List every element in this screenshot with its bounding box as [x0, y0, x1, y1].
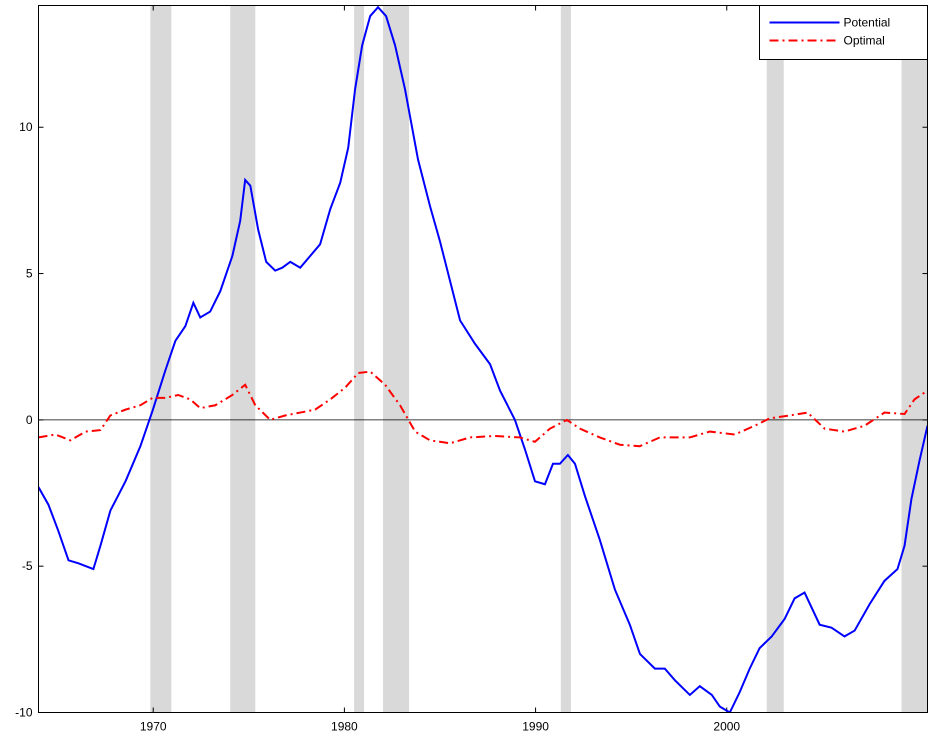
y-tick-label: -10 — [15, 706, 33, 720]
x-tick-label: 1990 — [522, 720, 549, 734]
series-line — [38, 5, 928, 713]
x-tick-label: 2000 — [713, 720, 740, 734]
recession-band — [560, 5, 571, 713]
recession-band — [150, 5, 172, 713]
legend-box — [759, 5, 928, 60]
recession-band — [354, 5, 365, 713]
recession-band — [230, 5, 256, 713]
legend-label: Potential — [844, 16, 891, 30]
legend: Potential Optimal — [759, 5, 928, 60]
x-tick-label: 1980 — [331, 720, 358, 734]
recession-band — [383, 5, 410, 713]
recession-band — [901, 5, 928, 713]
y-tick-label: 0 — [26, 413, 33, 427]
y-tick-label: 10 — [19, 120, 33, 134]
recession-band — [766, 5, 784, 713]
legend-label: Optimal — [844, 34, 885, 48]
plot-background — [38, 5, 928, 713]
y-tick-label: -5 — [22, 559, 33, 573]
x-tick-label: 1970 — [140, 720, 167, 734]
y-tick-label: 5 — [26, 267, 33, 281]
